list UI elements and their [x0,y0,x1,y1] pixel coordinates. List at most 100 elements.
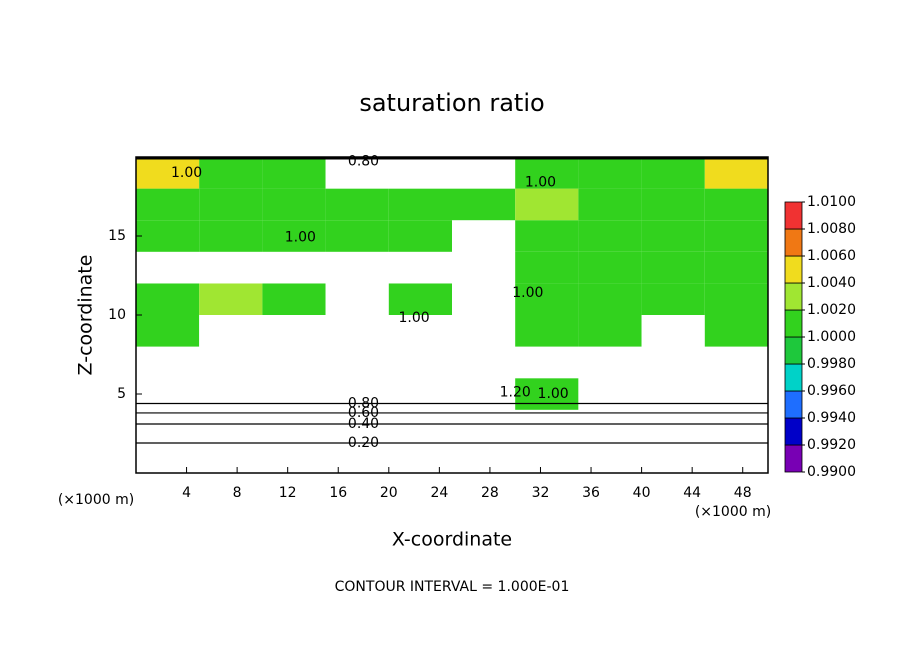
field-cell [325,378,389,410]
field-cell [136,188,200,221]
field-cell [452,283,516,315]
field-cell [578,188,642,221]
x-tick-label: 32 [532,485,550,501]
field-cell [136,346,200,379]
field-cell [136,441,200,473]
field-cell [199,157,263,189]
colorbar-segment [784,336,803,365]
colorbar-label: 0.9980 [807,356,856,372]
field-cell [452,409,516,442]
field-cell [325,283,389,315]
field-cell [262,157,326,189]
field-cell [388,283,452,315]
field-cell [388,315,452,347]
x-tick-label: 8 [233,485,242,501]
field-cell [262,283,326,315]
colorbar-segment [784,309,803,338]
field-cell [199,346,263,379]
field-cell [578,251,642,284]
contour-label: 0.40 [348,416,379,432]
x-tick-label: 16 [329,485,347,501]
field-cell [262,188,326,221]
field-cell [515,220,579,252]
colorbar-label: 1.0100 [807,194,856,210]
field-cell [136,251,200,284]
contour-label: 0.20 [348,435,379,451]
field-cell [388,441,452,473]
field-cell [262,441,326,473]
field-cell [641,315,705,347]
field-cell [641,157,705,189]
field-cell [452,220,516,252]
x-tick-label: 48 [734,485,752,501]
colorbar-label: 1.0000 [807,329,856,345]
x-unit: (×1000 m) [695,504,771,520]
field-cell [199,251,263,284]
colorbar-label: 1.0060 [807,248,856,264]
field-cell [262,251,326,284]
field-cell [388,409,452,442]
field-cell [704,188,768,221]
field-cell [578,283,642,315]
y-tick-label: 10 [108,307,126,323]
colorbar-label: 1.0080 [807,221,856,237]
field-cell [641,188,705,221]
field-cell [515,315,579,347]
colorbar-label: 0.9920 [807,437,856,453]
field-cell [325,346,389,379]
field-cell [325,157,389,189]
field-cell [641,378,705,410]
field-cell [704,346,768,379]
colorbar-segment [784,390,803,419]
field-cell [136,220,200,252]
field-cell [388,378,452,410]
field-cell [262,220,326,252]
footer: CONTOUR INTERVAL = 1.000E-01 [335,579,570,595]
field-cell [578,346,642,379]
field-cell [136,409,200,442]
x-tick-label: 4 [182,485,191,501]
field-cell [515,346,579,379]
field-cell [452,315,516,347]
contour-label: 1.00 [171,165,202,181]
colorbar-label: 0.9960 [807,383,856,399]
field-cell [578,157,642,189]
contour-label: 1.00 [525,174,556,190]
field-cell [452,157,516,189]
x-tick-label: 28 [481,485,499,501]
field-cell [199,441,263,473]
field-cell [578,441,642,473]
field-cell [641,220,705,252]
field-cell [515,409,579,442]
field-cell [262,378,326,410]
field-cell [641,283,705,315]
field-cell [199,378,263,410]
field-cell [704,441,768,473]
field-cell [452,188,516,221]
field-cell [262,346,326,379]
field-cell [704,378,768,410]
x-axis-label: X-coordinate [392,529,512,551]
x-tick-label: 40 [633,485,651,501]
colorbar-segment [784,282,803,311]
field-cell [136,157,200,189]
field-cell [325,188,389,221]
field-cell [704,409,768,442]
field-cell [704,315,768,347]
field-cell [452,378,516,410]
colorbar-segment [784,201,803,230]
colorbar-segment [784,444,803,473]
field-cell [388,220,452,252]
field-cell [199,315,263,347]
field-cell [199,220,263,252]
field-cell [704,251,768,284]
y-axis-label: Z-coordinate [75,255,97,376]
field-cell [136,315,200,347]
field-cell [578,220,642,252]
field-cell [641,251,705,284]
y-unit: (×1000 m) [58,492,134,508]
contour-label: 0.80 [348,395,379,411]
field-cell [388,346,452,379]
contour-label: 0.60 [348,405,379,421]
